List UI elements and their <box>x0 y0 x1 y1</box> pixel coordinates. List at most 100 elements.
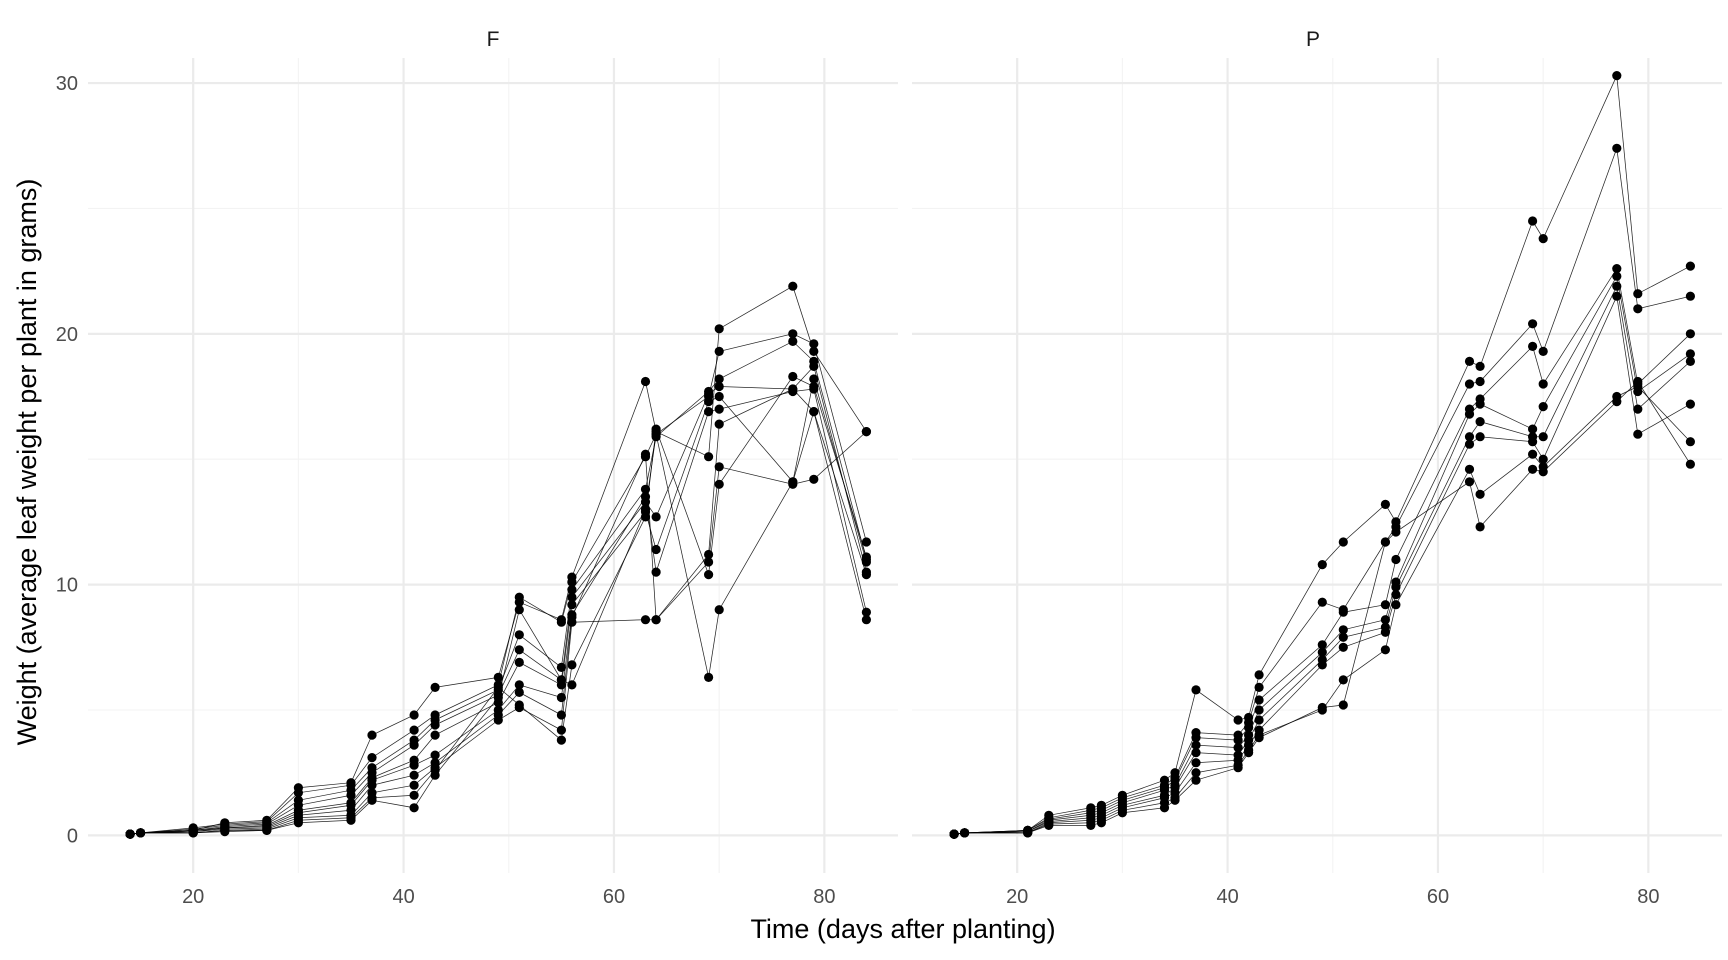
panel-f-point-8-16 <box>704 570 714 580</box>
panel-p-point-7-2 <box>1023 828 1033 838</box>
panel-p-point-5-18 <box>1475 432 1485 442</box>
panel-f-series-line-0 <box>130 285 867 835</box>
panel-p-point-5-14 <box>1338 642 1348 652</box>
panel-f-x-tick-label-3: 80 <box>813 886 835 908</box>
panel-f-point-3-13 <box>567 592 577 602</box>
panel-p-grid <box>912 58 1722 873</box>
panel-f-point-2-11 <box>514 630 524 640</box>
y-tick-label-1: 10 <box>56 575 78 597</box>
panel-p-point-7-14 <box>1338 700 1348 710</box>
panel-p-points <box>949 71 1695 839</box>
panel-f-point-9-15 <box>651 429 661 439</box>
panel-p-point-7-15 <box>1380 537 1390 547</box>
panel-p-point-6-14 <box>1338 675 1348 685</box>
panel-f-point-1-12 <box>556 617 567 627</box>
panel-f-point-9-17 <box>714 605 724 615</box>
panel-p-point-6-16 <box>1391 600 1401 610</box>
panel-p-point-7-12 <box>1254 733 1264 743</box>
panel-f-point-9-18 <box>788 477 798 487</box>
panel-f-point-5-14 <box>640 492 651 502</box>
y-tick-label-3: 30 <box>56 73 78 95</box>
panel-f-point-7-13 <box>567 617 577 627</box>
panel-p-point-7-11 <box>1244 748 1254 758</box>
panel-f-x-tick-labels: 20 40 60 80 <box>182 886 835 908</box>
panel-f-point-6-16 <box>704 549 714 560</box>
panel-p-point-3-19 <box>1528 424 1538 434</box>
panel-f-point-8-13 <box>567 660 577 670</box>
panel-p-point-7-17 <box>1464 477 1475 487</box>
y-tick-label-0: 0 <box>67 825 78 847</box>
panel-p-point-3-10 <box>1233 743 1243 753</box>
panel-f-point-0-14 <box>640 376 651 387</box>
panel-p-point-1-20 <box>1538 346 1548 356</box>
panel-p-point-5-21 <box>1612 291 1622 301</box>
panel-f-point-5-16 <box>704 407 714 417</box>
panel-p-point-5-9 <box>1191 758 1201 768</box>
panel-p-point-1-12 <box>1254 682 1264 693</box>
panel-f-series-line-3 <box>130 365 867 835</box>
panel-p-x-tick-labels: 20 40 60 80 <box>1006 886 1659 908</box>
panel-f-point-8-11 <box>514 700 524 710</box>
panel-f-point-8-8 <box>409 790 419 800</box>
panel-p-strip-label: P <box>1306 28 1320 51</box>
panel-p-point-3-12 <box>1254 705 1264 715</box>
panel-f-point-9-6 <box>346 815 356 825</box>
panel-f-point-9-19 <box>809 407 819 417</box>
y-axis-title: Weight (average leaf weight per plant in… <box>12 179 42 746</box>
panel-p-point-2-12 <box>1254 695 1264 705</box>
panel-p-point-5-20 <box>1538 454 1548 464</box>
panel-p-x-tick-label-2: 60 <box>1427 886 1449 908</box>
panel-p-point-6-23 <box>1685 437 1695 447</box>
panel-p-point-1-22 <box>1633 304 1643 314</box>
panel-p-point-4-22 <box>1633 404 1643 414</box>
panel-f-point-1-8 <box>409 725 419 735</box>
panel-p-point-1-23 <box>1685 291 1695 301</box>
panel-f-point-7-19 <box>809 474 819 484</box>
panel-p-point-0-21 <box>1612 71 1622 81</box>
panel-p-point-0-9 <box>1191 685 1201 695</box>
panel-f-point-6-11 <box>514 687 524 698</box>
panel-f-point-6-17 <box>714 419 724 429</box>
panel-f-point-6-7 <box>367 780 377 790</box>
panel-p-point-1-21 <box>1612 143 1622 153</box>
panel-p-point-0-23 <box>1685 261 1695 271</box>
panel-p-point-7-1 <box>960 828 970 838</box>
panel-p-series-line-2 <box>954 267 1691 835</box>
panel-p-point-3-9 <box>1191 740 1201 750</box>
panel-p-point-7-5 <box>1096 818 1106 828</box>
panel-f-point-9-3 <box>220 827 230 837</box>
panel-f-point-4-19 <box>809 374 819 384</box>
panel-p-point-2-20 <box>1538 379 1548 389</box>
panel-f-point-8-19 <box>809 381 819 392</box>
panel-f-point-9-5 <box>293 818 303 828</box>
panel-f-point-8-20 <box>861 552 872 562</box>
panel-p-series-line-3 <box>954 275 1691 835</box>
panel-p-point-7-4 <box>1086 820 1096 831</box>
panel-f-point-8-14 <box>640 512 651 522</box>
panel-p-point-2-19 <box>1528 341 1538 351</box>
panel-p-point-4-12 <box>1254 715 1264 725</box>
panel-p-x-tick-label-3: 80 <box>1637 886 1659 908</box>
panel-f-series-line-7 <box>130 431 867 835</box>
panel-p-point-0-17 <box>1464 356 1475 366</box>
panel-p-series-line-7 <box>954 380 1691 835</box>
panel-f-grid <box>88 58 898 873</box>
panel-f-series-lines <box>130 285 867 835</box>
panel-p-point-6-17 <box>1464 464 1475 474</box>
panel-p-point-6-15 <box>1380 645 1390 655</box>
panel-p-point-6-18 <box>1475 489 1485 499</box>
panel-p-point-7-0 <box>949 829 959 839</box>
panel-p-point-6-19 <box>1528 449 1538 459</box>
panel-f-point-2-18 <box>788 336 798 346</box>
panel-f-point-5-17 <box>714 404 724 414</box>
panel-f-point-3-9 <box>430 720 440 730</box>
panel-f-point-0-16 <box>704 452 714 462</box>
y-tick-labels: 0 10 20 30 <box>56 73 78 847</box>
panel-p-point-2-10 <box>1233 735 1243 745</box>
panel-f-points <box>125 281 872 839</box>
panel-p-point-0-10 <box>1233 715 1243 725</box>
panel-f-point-5-9 <box>430 750 440 760</box>
panel-f-point-7-20 <box>861 427 872 437</box>
